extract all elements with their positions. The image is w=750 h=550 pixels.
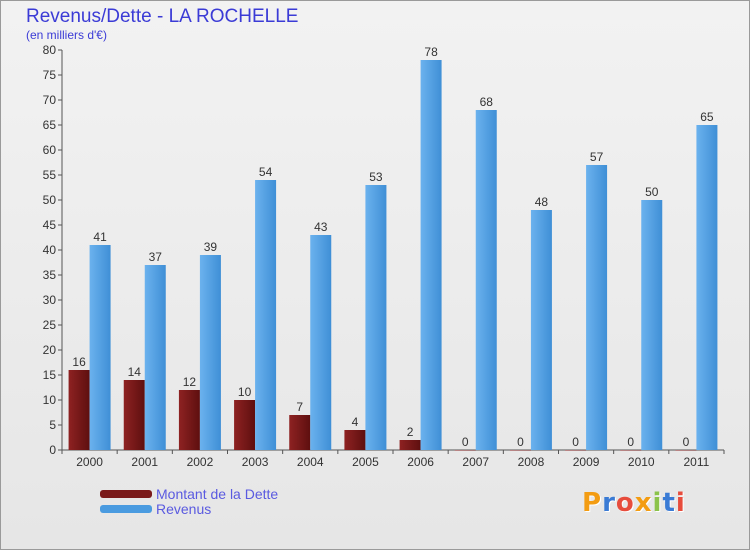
bar-dette [123,380,145,450]
data-label-dette: 0 [627,435,634,449]
y-tick-label: 45 [43,218,57,232]
data-label-dette: 0 [517,435,524,449]
chart-title: Revenus/Dette - LA ROCHELLE [26,6,299,27]
y-tick-label: 55 [43,168,57,182]
data-label-revenus: 39 [204,240,218,254]
x-tick-label: 2009 [573,455,600,469]
bar-revenus [199,255,221,450]
bar-dette [620,450,642,451]
x-tick-label: 2011 [684,455,710,469]
logo-letter: P [582,488,603,518]
x-tick-label: 2007 [462,455,489,469]
bar-dette [565,450,587,451]
bar-revenus [475,110,497,450]
y-tick-label: 75 [43,68,57,82]
data-label-dette: 7 [296,400,303,414]
y-tick-label: 60 [43,143,57,157]
data-label-revenus: 50 [645,185,659,199]
data-label-dette: 0 [462,435,469,449]
bar-dette [344,430,366,450]
data-label-dette: 0 [683,435,690,449]
data-label-revenus: 65 [700,110,714,124]
legend-swatch-dette [100,490,152,498]
bar-dette [234,400,256,450]
legend-label-dette: Montant de la Dette [156,486,279,502]
data-label-dette: 2 [407,425,414,439]
data-label-revenus: 54 [259,165,273,179]
y-tick-label: 5 [49,418,56,432]
y-tick-label: 30 [43,293,57,307]
data-label-revenus: 48 [535,195,549,209]
bar-revenus [255,180,277,450]
x-tick-label: 2002 [187,455,214,469]
data-label-revenus: 41 [93,230,107,244]
data-label-revenus: 37 [149,250,163,264]
logo-letter: o [615,488,635,518]
bar-dette [399,440,421,450]
bar-revenus [144,265,166,450]
legend-label-revenus: Revenus [156,501,212,517]
data-label-dette: 16 [72,355,86,369]
y-tick-label: 40 [43,243,57,257]
data-label-dette: 14 [128,365,142,379]
bar-revenus [420,60,442,450]
y-tick-label: 10 [43,393,57,407]
bar-revenus [641,200,663,450]
x-tick-label: 2000 [76,455,103,469]
data-label-revenus: 57 [590,150,604,164]
y-tick-label: 80 [43,43,57,57]
x-tick-label: 2004 [297,455,324,469]
x-tick-label: 2006 [407,455,434,469]
y-tick-label: 15 [43,368,57,382]
bar-revenus [696,125,718,450]
y-tick-label: 25 [43,318,57,332]
x-tick-label: 2010 [628,455,655,469]
y-tick-label: 65 [43,118,57,132]
bar-dette [675,450,697,451]
bar-revenus [365,185,387,450]
bar-dette [178,390,200,450]
logo-letter: i [652,488,663,518]
chart-subtitle: (en milliers d'€) [26,28,107,42]
logo-letter: x [634,488,653,518]
data-label-dette: 12 [183,375,197,389]
data-label-revenus: 53 [369,170,383,184]
data-label-dette: 0 [572,435,579,449]
bar-dette [289,415,311,450]
data-label-revenus: 78 [424,45,438,59]
bar-revenus [310,235,332,450]
x-tick-label: 2001 [131,455,158,469]
data-label-revenus: 43 [314,220,328,234]
logo-letter: r [602,488,616,518]
y-tick-label: 20 [43,343,57,357]
bar-dette [454,450,476,451]
y-tick-label: 70 [43,93,57,107]
bar-dette [68,370,90,450]
bar-dette [509,450,531,451]
logo-letter: i [675,488,686,518]
y-tick-label: 50 [43,193,57,207]
y-tick-label: 35 [43,268,57,282]
data-label-dette: 10 [238,385,252,399]
x-tick-label: 2008 [518,455,545,469]
y-tick-label: 0 [49,443,56,457]
legend-swatch-revenus [100,505,152,513]
bar-revenus [530,210,552,450]
logo-letter: t [662,488,676,518]
proxiti-logo: Proxiti [582,488,686,518]
x-tick-label: 2005 [352,455,379,469]
bar-revenus [586,165,608,450]
x-tick-label: 2003 [242,455,269,469]
data-label-dette: 4 [352,415,359,429]
bar-revenus [89,245,111,450]
data-label-revenus: 68 [480,95,494,109]
